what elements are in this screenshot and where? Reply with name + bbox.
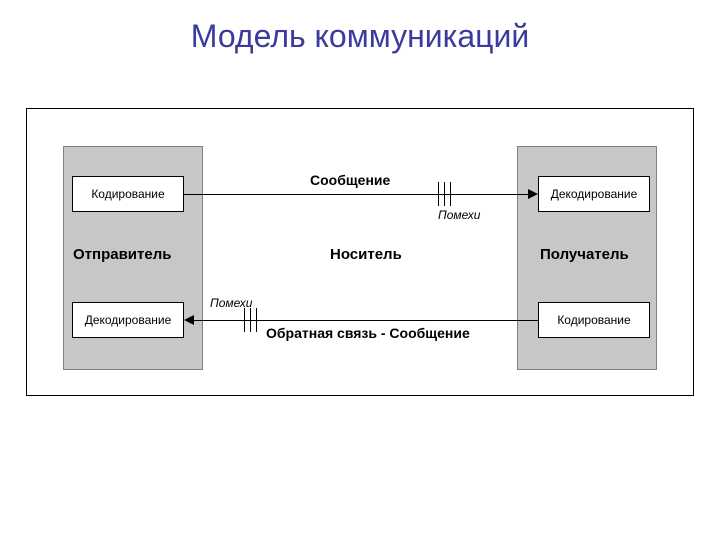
- carrier-column-label: Носитель: [330, 246, 402, 263]
- sender-encode-label: Кодирование: [91, 187, 164, 201]
- interference-marks-top: [438, 182, 451, 206]
- interference-bar-icon: [244, 308, 245, 332]
- receiver-column-label: Получатель: [540, 246, 629, 263]
- arrow-head-right-icon: [528, 189, 538, 199]
- interference-bar-icon: [450, 182, 451, 206]
- receiver-decode-box: Декодирование: [538, 176, 650, 212]
- interference-bar-icon: [250, 308, 251, 332]
- arrow-head-left-icon: [184, 315, 194, 325]
- receiver-encode-box: Кодирование: [538, 302, 650, 338]
- sender-encode-box: Кодирование: [72, 176, 184, 212]
- interference-label-top: Помехи: [438, 208, 480, 222]
- sender-decode-label: Декодирование: [85, 313, 172, 327]
- sender-column-label: Отправитель: [73, 246, 171, 263]
- message-label-top: Сообщение: [310, 172, 390, 188]
- sender-decode-box: Декодирование: [72, 302, 184, 338]
- receiver-decode-label: Декодирование: [551, 187, 638, 201]
- interference-bar-icon: [444, 182, 445, 206]
- message-arrow-top: [184, 194, 528, 195]
- page-title: Модель коммуникаций: [0, 0, 720, 65]
- feedback-label: Обратная связь - Сообщение: [266, 325, 470, 341]
- interference-bar-icon: [438, 182, 439, 206]
- interference-bar-icon: [256, 308, 257, 332]
- receiver-encode-label: Кодирование: [557, 313, 630, 327]
- interference-marks-bottom: [244, 308, 257, 332]
